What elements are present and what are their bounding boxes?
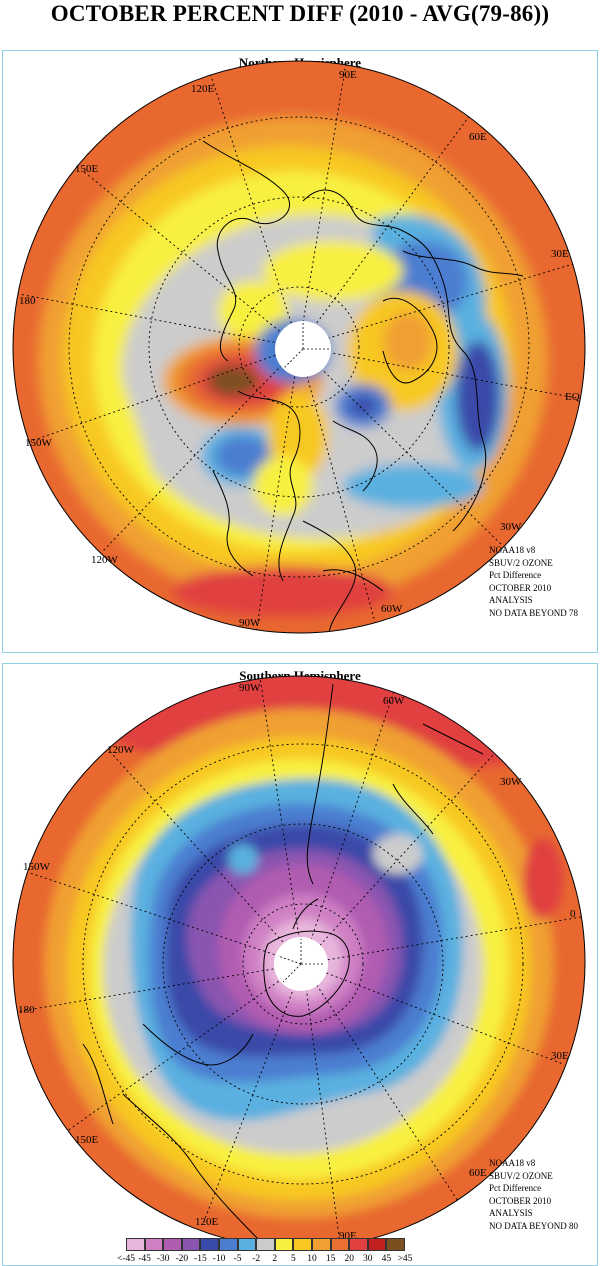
south-label-120w: 120W — [107, 744, 134, 756]
legend-swatch — [367, 1238, 387, 1251]
north-label-120e: 120E — [191, 83, 215, 95]
info-line: SBUV/2 OZONE — [489, 557, 553, 568]
legend-tick-label: -5 — [233, 1254, 242, 1264]
north-label-150e: 150E — [75, 163, 99, 175]
legend-tick-label: -10 — [212, 1254, 226, 1264]
legend-swatch — [144, 1238, 164, 1251]
legend-swatch — [200, 1238, 219, 1251]
legend-swatch — [163, 1238, 182, 1251]
legend-tick-label: 30 — [363, 1254, 373, 1264]
legend-tick-label: 10 — [307, 1254, 317, 1264]
south-label-30w: 30W — [500, 776, 522, 788]
info-line: ANALYSIS — [489, 595, 533, 605]
info-line: ANALYSIS — [489, 1208, 533, 1218]
south-info-block: NOAA18 v8 SBUV/2 OZONE Pct Difference OC… — [489, 1157, 578, 1232]
legend-tick-label: 2 — [272, 1254, 278, 1264]
info-line: OCTOBER 2010 — [489, 582, 552, 593]
info-line: SBUV/2 OZONE — [489, 1170, 553, 1181]
north-label-120w: 120W — [91, 554, 118, 566]
south-map — [12, 675, 586, 1249]
info-line: Pct Difference — [489, 570, 542, 580]
legend-swatch — [256, 1238, 275, 1251]
legend-swatch — [293, 1238, 312, 1251]
legend-swatch — [126, 1238, 145, 1251]
north-label-30e: 30E — [551, 248, 569, 260]
south-label-180: 180 — [18, 1004, 35, 1016]
north-label-eq: EQ — [565, 391, 580, 403]
legend-swatch — [237, 1238, 257, 1251]
info-line: NOAA18 v8 — [489, 545, 536, 555]
south-panel: Southern Hemisphere — [2, 663, 598, 1266]
legend-swatch — [274, 1238, 294, 1251]
legend-tick-label: -2 — [252, 1254, 261, 1264]
south-label-0: 0 — [570, 908, 576, 920]
legend-swatch — [312, 1238, 331, 1251]
north-panel: Northern Hemisphere — [2, 50, 598, 653]
legend-tick-label: 45 — [381, 1254, 392, 1264]
legend-tick-label: -15 — [194, 1254, 207, 1264]
north-info-block: NOAA18 v8 SBUV/2 OZONE Pct Difference OC… — [489, 544, 578, 619]
south-label-60w: 60W — [383, 695, 405, 707]
legend-swatch — [219, 1238, 238, 1251]
legend-tick-label: 5 — [291, 1254, 296, 1264]
south-label-30e: 30E — [551, 1050, 569, 1062]
north-label-90w: 90W — [239, 617, 261, 629]
legend-swatch — [181, 1238, 201, 1251]
info-line: NO DATA BEYOND 80 — [489, 1220, 579, 1231]
info-line: OCTOBER 2010 — [489, 1195, 552, 1206]
north-label-60w: 60W — [381, 603, 403, 615]
legend-tick-label: -20 — [175, 1254, 189, 1264]
south-label-120e: 120E — [195, 1216, 219, 1228]
south-label-90w: 90W — [239, 682, 261, 694]
page-title: OCTOBER PERCENT DIFF (2010 - AVG(79-86)) — [50, 1, 550, 26]
legend-tick-label: >45 — [397, 1254, 413, 1264]
north-label-180: 180 — [19, 295, 36, 307]
legend-tick-label: -30 — [156, 1254, 170, 1264]
south-label-150w: 150W — [23, 861, 50, 873]
north-label-150w: 150W — [25, 437, 52, 449]
north-label-90e: 90E — [339, 69, 357, 81]
legend-tick-label: -45 — [138, 1254, 151, 1264]
north-label-60e: 60E — [469, 131, 487, 143]
info-line: Pct Difference — [489, 1183, 542, 1193]
legend-tick-label: 20 — [344, 1254, 354, 1264]
legend-swatch — [349, 1238, 368, 1251]
south-label-60e: 60E — [469, 1167, 487, 1179]
info-line: NO DATA BEYOND 78 — [489, 607, 579, 618]
legend-tick-label: 15 — [325, 1254, 336, 1264]
legend-swatch — [386, 1238, 405, 1251]
north-label-30w: 30W — [500, 521, 522, 533]
info-line: NOAA18 v8 — [489, 1158, 536, 1168]
legend-swatch — [330, 1238, 350, 1251]
legend-tick-label: <-45 — [116, 1254, 136, 1264]
south-label-150e: 150E — [75, 1134, 99, 1146]
north-map — [12, 60, 586, 634]
